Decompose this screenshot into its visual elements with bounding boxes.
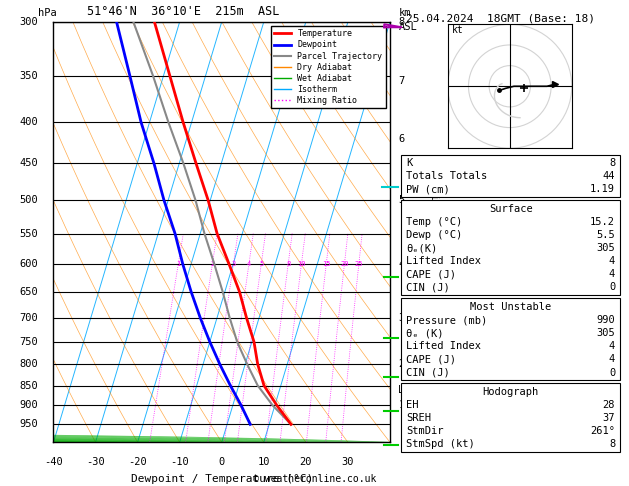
Text: 2: 2 bbox=[398, 359, 404, 369]
Text: 25.04.2024  18GMT (Base: 18): 25.04.2024 18GMT (Base: 18) bbox=[406, 14, 594, 24]
Text: 20: 20 bbox=[340, 261, 348, 267]
Text: Pressure (mb): Pressure (mb) bbox=[406, 315, 487, 325]
Text: EH: EH bbox=[406, 400, 419, 410]
Text: 1: 1 bbox=[176, 261, 181, 267]
Text: 850: 850 bbox=[19, 381, 38, 391]
Text: 300: 300 bbox=[19, 17, 38, 27]
Text: 8: 8 bbox=[609, 439, 615, 450]
Text: 1: 1 bbox=[398, 400, 404, 411]
Text: 8: 8 bbox=[398, 17, 404, 27]
Text: hPa: hPa bbox=[38, 8, 57, 17]
Text: -40: -40 bbox=[44, 457, 63, 467]
Text: 30: 30 bbox=[342, 457, 354, 467]
Text: 600: 600 bbox=[19, 259, 38, 269]
Text: StmDir: StmDir bbox=[406, 426, 444, 436]
Text: -20: -20 bbox=[128, 457, 147, 467]
Text: 15.2: 15.2 bbox=[590, 217, 615, 227]
Text: 500: 500 bbox=[19, 195, 38, 205]
Text: 4: 4 bbox=[609, 341, 615, 351]
Text: km: km bbox=[398, 8, 411, 17]
Text: 305: 305 bbox=[596, 243, 615, 253]
Text: Dewpoint / Temperature (°C): Dewpoint / Temperature (°C) bbox=[131, 474, 313, 484]
Text: 4: 4 bbox=[609, 269, 615, 279]
Text: 900: 900 bbox=[19, 400, 38, 411]
Text: 4: 4 bbox=[609, 354, 615, 364]
Text: 305: 305 bbox=[596, 328, 615, 338]
Text: Surface: Surface bbox=[489, 204, 533, 214]
Text: θₑ (K): θₑ (K) bbox=[406, 328, 444, 338]
Text: 51°46'N  36°10'E  215m  ASL: 51°46'N 36°10'E 215m ASL bbox=[87, 5, 279, 17]
Text: Most Unstable: Most Unstable bbox=[470, 302, 552, 312]
Text: 261°: 261° bbox=[590, 426, 615, 436]
Text: 650: 650 bbox=[19, 287, 38, 297]
Text: Hodograph: Hodograph bbox=[482, 387, 539, 397]
Text: 8: 8 bbox=[609, 158, 615, 168]
Text: StmSpd (kt): StmSpd (kt) bbox=[406, 439, 475, 450]
Text: 750: 750 bbox=[19, 337, 38, 347]
Text: ASL: ASL bbox=[398, 22, 417, 33]
Text: 15: 15 bbox=[322, 261, 330, 267]
Text: 990: 990 bbox=[596, 315, 615, 325]
Text: 950: 950 bbox=[19, 419, 38, 429]
Text: LCL: LCL bbox=[398, 384, 416, 395]
Text: 350: 350 bbox=[19, 70, 38, 81]
Text: -10: -10 bbox=[170, 457, 189, 467]
Text: 28: 28 bbox=[603, 400, 615, 410]
Text: CIN (J): CIN (J) bbox=[406, 282, 450, 293]
Text: © weatheronline.co.uk: © weatheronline.co.uk bbox=[253, 473, 376, 484]
Text: Lifted Index: Lifted Index bbox=[406, 256, 481, 266]
Text: 25: 25 bbox=[355, 261, 363, 267]
Text: Dewp (°C): Dewp (°C) bbox=[406, 230, 462, 240]
Text: 3: 3 bbox=[398, 312, 404, 323]
Text: 550: 550 bbox=[19, 228, 38, 239]
Text: 450: 450 bbox=[19, 158, 38, 169]
Text: 4: 4 bbox=[609, 256, 615, 266]
Text: SREH: SREH bbox=[406, 413, 431, 423]
Text: 4: 4 bbox=[247, 261, 251, 267]
Text: 10: 10 bbox=[297, 261, 306, 267]
Text: 7: 7 bbox=[398, 76, 404, 86]
Text: 5: 5 bbox=[259, 261, 264, 267]
Text: 37: 37 bbox=[603, 413, 615, 423]
Text: 0: 0 bbox=[609, 367, 615, 378]
Text: kt: kt bbox=[452, 25, 464, 35]
Text: 700: 700 bbox=[19, 312, 38, 323]
Text: 20: 20 bbox=[299, 457, 312, 467]
Text: Mixing Ratio (g/kg): Mixing Ratio (g/kg) bbox=[429, 176, 438, 288]
Text: K: K bbox=[406, 158, 413, 168]
Text: CAPE (J): CAPE (J) bbox=[406, 269, 456, 279]
Text: 4: 4 bbox=[398, 259, 404, 269]
Text: 44: 44 bbox=[603, 171, 615, 181]
Text: 800: 800 bbox=[19, 359, 38, 369]
Text: 0: 0 bbox=[609, 282, 615, 293]
Text: -30: -30 bbox=[86, 457, 105, 467]
Text: θₑ(K): θₑ(K) bbox=[406, 243, 438, 253]
Text: 5: 5 bbox=[398, 195, 404, 205]
Text: CIN (J): CIN (J) bbox=[406, 367, 450, 378]
Text: PW (cm): PW (cm) bbox=[406, 184, 450, 194]
Text: 400: 400 bbox=[19, 117, 38, 127]
Text: 0: 0 bbox=[219, 457, 225, 467]
Text: 1.19: 1.19 bbox=[590, 184, 615, 194]
Text: Totals Totals: Totals Totals bbox=[406, 171, 487, 181]
Text: 3: 3 bbox=[231, 261, 235, 267]
Text: CAPE (J): CAPE (J) bbox=[406, 354, 456, 364]
Text: 2: 2 bbox=[210, 261, 214, 267]
Text: 10: 10 bbox=[257, 457, 270, 467]
Text: Temp (°C): Temp (°C) bbox=[406, 217, 462, 227]
Text: 6: 6 bbox=[398, 134, 404, 144]
Text: 8: 8 bbox=[286, 261, 291, 267]
Text: Lifted Index: Lifted Index bbox=[406, 341, 481, 351]
Text: 5.5: 5.5 bbox=[596, 230, 615, 240]
Legend: Temperature, Dewpoint, Parcel Trajectory, Dry Adiabat, Wet Adiabat, Isotherm, Mi: Temperature, Dewpoint, Parcel Trajectory… bbox=[271, 26, 386, 108]
